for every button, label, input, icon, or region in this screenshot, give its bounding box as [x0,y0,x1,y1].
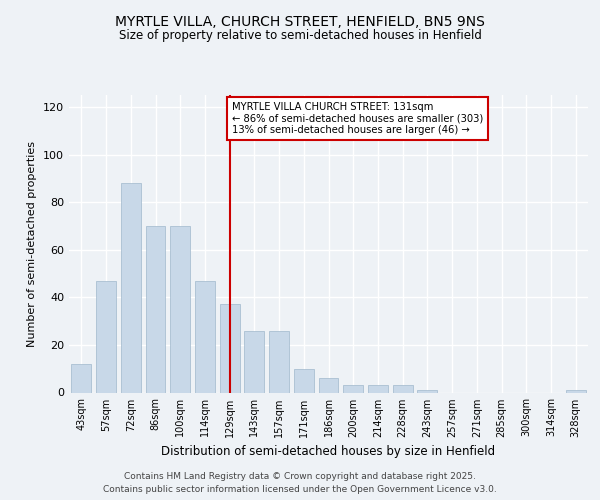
Bar [96,280,116,392]
Bar [294,368,314,392]
Text: MYRTLE VILLA CHURCH STREET: 131sqm
← 86% of semi-detached houses are smaller (30: MYRTLE VILLA CHURCH STREET: 131sqm ← 86%… [232,102,484,136]
Bar [566,390,586,392]
Bar [418,390,437,392]
Bar [319,378,338,392]
Text: Contains HM Land Registry data © Crown copyright and database right 2025.
Contai: Contains HM Land Registry data © Crown c… [103,472,497,494]
Text: MYRTLE VILLA, CHURCH STREET, HENFIELD, BN5 9NS: MYRTLE VILLA, CHURCH STREET, HENFIELD, B… [115,15,485,29]
Y-axis label: Number of semi-detached properties: Number of semi-detached properties [28,141,37,347]
Bar [170,226,190,392]
Bar [368,386,388,392]
Bar [343,386,363,392]
Bar [269,330,289,392]
Bar [220,304,239,392]
Bar [195,280,215,392]
Bar [146,226,166,392]
Bar [71,364,91,392]
Text: Size of property relative to semi-detached houses in Henfield: Size of property relative to semi-detach… [119,29,481,42]
X-axis label: Distribution of semi-detached houses by size in Henfield: Distribution of semi-detached houses by … [161,445,496,458]
Bar [393,386,413,392]
Bar [121,183,140,392]
Bar [244,330,264,392]
